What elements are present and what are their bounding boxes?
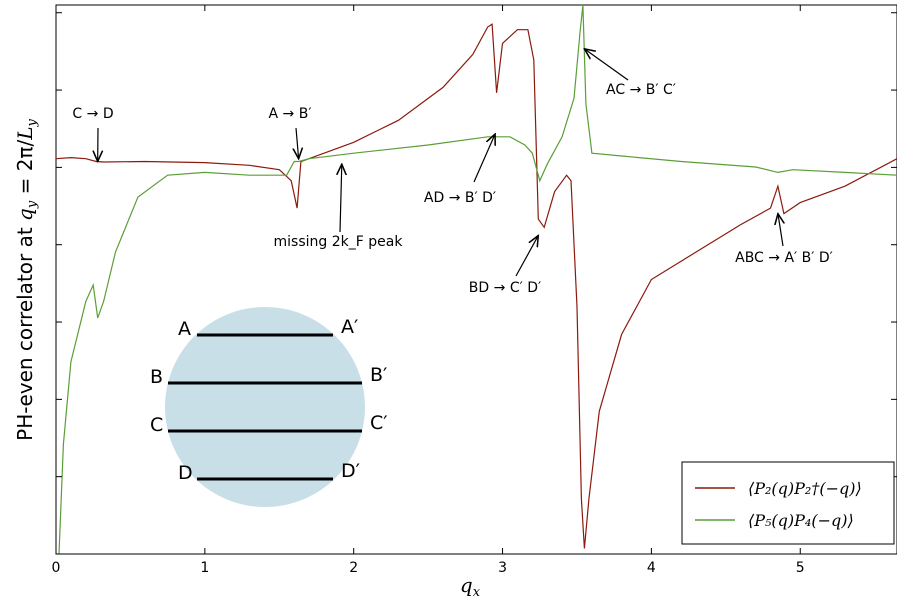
annotation-arrow <box>584 49 629 81</box>
inset-label-b-prime: B′ <box>370 364 387 386</box>
legend-label-p2p2: ⟨P₂(q)P₂†(−q)⟩ <box>748 479 862 498</box>
inset-label-b: B <box>150 366 163 388</box>
annotation-arrow <box>473 134 495 183</box>
annotation-label: A → B′ <box>269 106 312 122</box>
inset-label-a-prime: A′ <box>341 316 358 338</box>
inset-label-c-prime: C′ <box>370 412 388 434</box>
x-axis-label: qx <box>460 573 481 600</box>
x-axis-ticks: 0 1 2 3 4 5 <box>52 5 805 576</box>
annotation-arrow <box>778 214 783 247</box>
inset-label-d: D <box>178 462 193 484</box>
x-tick-label: 1 <box>200 560 209 576</box>
x-tick-label: 5 <box>796 560 805 576</box>
annotation-arrow <box>296 127 299 159</box>
inset-fermi-disk: A A′ B B′ C C′ D D′ <box>150 307 388 507</box>
annotation-label: missing 2k_F peak <box>274 234 404 250</box>
legend-label-p5p4: ⟨P₅(q)P₄(−q)⟩ <box>748 511 854 530</box>
inset-label-c: C <box>150 414 163 436</box>
series-line-p2p2 <box>55 23 897 549</box>
legend: ⟨P₂(q)P₂†(−q)⟩ ⟨P₅(q)P₄(−q)⟩ <box>681 461 895 545</box>
annotation-arrow <box>340 164 342 233</box>
annotation-label: BD → C′ D′ <box>469 280 541 296</box>
annotation-label: C → D <box>72 106 113 122</box>
y-axis-ticks <box>56 12 897 555</box>
annotations: C → D A → B′ missing 2k_F peak AD → B′ D′ BD… <box>72 49 833 296</box>
annotation-label: AC → B′ C′ <box>606 82 676 98</box>
x-tick-label: 4 <box>647 560 656 576</box>
annotation-arrow <box>515 236 538 277</box>
fermi-disk <box>165 307 365 507</box>
legend-box <box>681 461 895 545</box>
y-axis-label: PH-even correlator at qy = 2π/Ly <box>13 119 40 441</box>
annotation-label: AD → B′ D′ <box>424 190 496 206</box>
inset-label-a: A <box>178 318 191 340</box>
x-tick-label: 0 <box>52 560 61 576</box>
annotation-label: ABC → A′ B′ D′ <box>735 250 833 266</box>
x-tick-label: 2 <box>349 560 358 576</box>
inset-label-d-prime: D′ <box>341 460 360 482</box>
x-tick-label: 3 <box>498 560 507 576</box>
